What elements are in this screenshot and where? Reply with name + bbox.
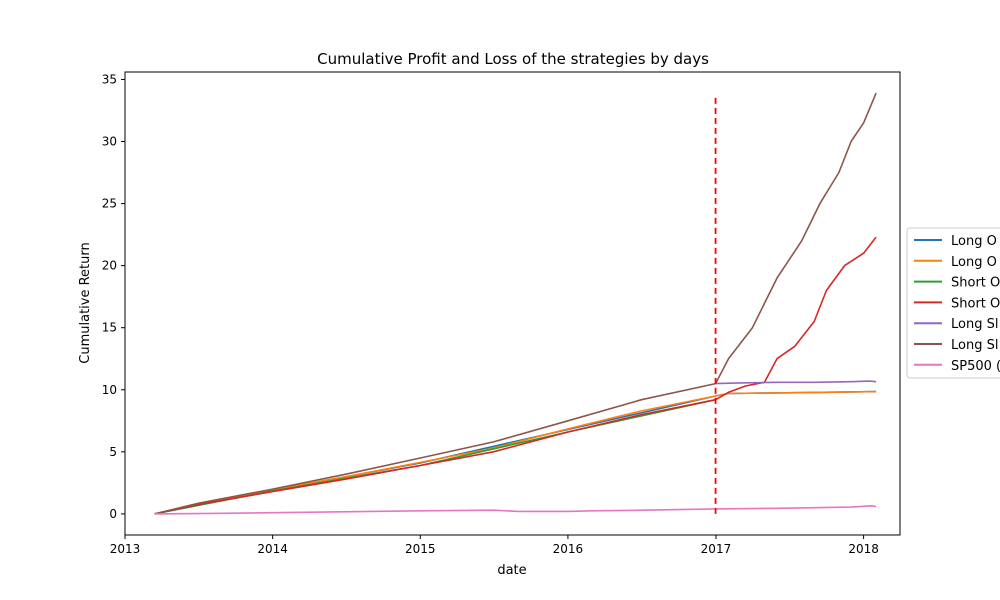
plot-area	[124, 71, 901, 536]
legend-label-4: Long Sl	[951, 317, 998, 332]
x-tick-label-2014: 2014	[257, 542, 288, 556]
y-tick-label-0: 0	[109, 507, 117, 521]
legend-label-0: Long O	[951, 234, 997, 249]
legend-label-3: Short O	[951, 296, 1000, 311]
series-line-4	[715, 380, 877, 385]
x-tick-label-2018: 2018	[848, 542, 879, 556]
y-tick-label-35: 35	[102, 72, 117, 86]
y-tick-label-25: 25	[102, 197, 117, 211]
y-axis-label: Cumulative Return	[78, 242, 93, 363]
chart-title: Cumulative Profit and Loss of the strate…	[317, 50, 709, 68]
y-tick-label-5: 5	[109, 445, 117, 459]
legend-label-6: SP500 (	[951, 359, 1000, 374]
y-tick-label-10: 10	[102, 383, 117, 397]
series-line-6	[154, 504, 877, 515]
legend-items: Long O Long O Short O Short O Long Sl Long Sl…	[914, 234, 1000, 374]
series-line-5	[154, 92, 877, 515]
plot-border	[124, 71, 901, 536]
x-tick-label-2015: 2015	[405, 542, 436, 556]
legend-label-1: Long O	[951, 255, 997, 270]
y-tick-label-15: 15	[102, 321, 117, 335]
x-tick-label-2017: 2017	[701, 542, 732, 556]
x-axis-label: date	[497, 563, 526, 578]
legend-label-2: Short O	[951, 276, 1000, 291]
x-tick-label-2016: 2016	[553, 542, 584, 556]
y-tick-label-20: 20	[102, 259, 117, 273]
legend: Long O Long O Short O Short O Long Sl Long Sl…	[906, 227, 1000, 379]
series-line-3	[154, 236, 877, 515]
legend-label-5: Long Sl	[951, 338, 998, 353]
y-tick-label-30: 30	[102, 135, 117, 149]
legend-box	[906, 227, 1000, 379]
y-axis: 0 5 10 15 20 25 30 35	[102, 72, 125, 521]
x-axis: 2013 2014 2015 2016 2017 2018	[110, 535, 879, 556]
x-tick-label-2013: 2013	[110, 542, 141, 556]
plot-frame	[125, 72, 900, 535]
series-layer	[154, 92, 877, 515]
